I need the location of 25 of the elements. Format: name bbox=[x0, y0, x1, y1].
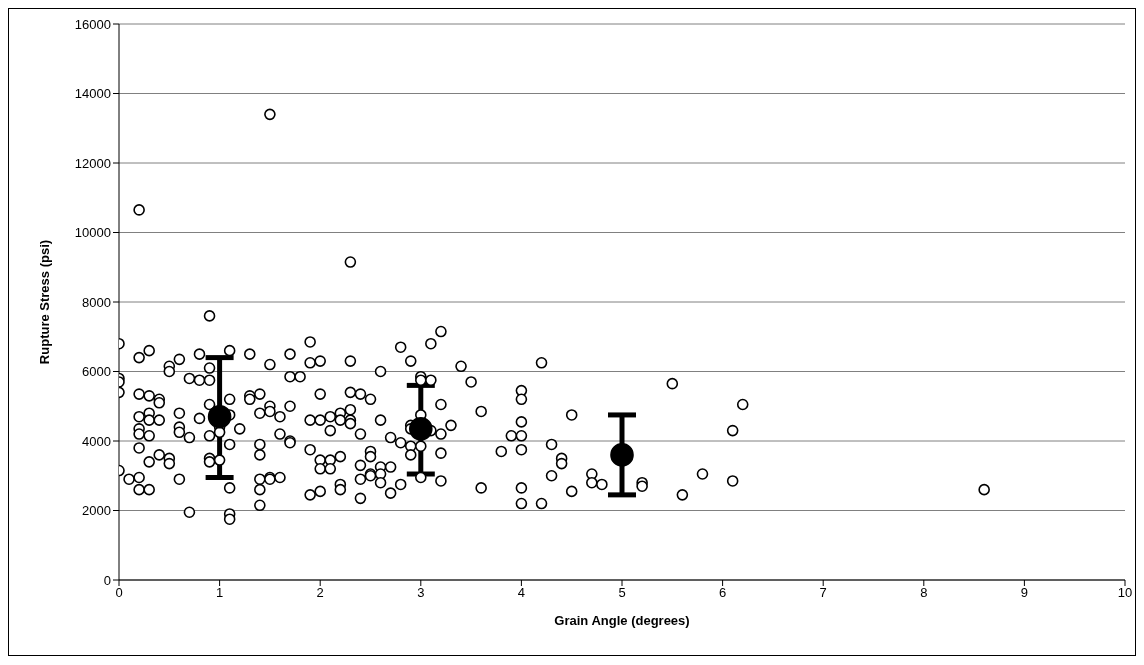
point bbox=[409, 417, 433, 441]
x-tick-label: 1 bbox=[215, 585, 224, 601]
y-tick-label: 14000 bbox=[74, 86, 111, 102]
point bbox=[610, 443, 634, 467]
y-tick-label: 16000 bbox=[74, 16, 111, 32]
x-tick-label: 9 bbox=[1020, 585, 1029, 601]
y-tick-label: 0 bbox=[103, 572, 111, 588]
x-tick-label: 4 bbox=[517, 585, 526, 601]
x-tick-label: 8 bbox=[920, 585, 928, 601]
x-tick-label: 5 bbox=[618, 585, 626, 601]
point bbox=[207, 404, 232, 429]
x-tick-label: 6 bbox=[718, 585, 727, 601]
x-tick-label: 0 bbox=[115, 585, 123, 601]
y-tick-label: 6000 bbox=[82, 364, 111, 380]
x-tick-label: 10 bbox=[1117, 585, 1133, 601]
x-tick-label: 2 bbox=[316, 585, 324, 601]
y-tick-label: 12000 bbox=[74, 155, 111, 171]
y-tick-label: 2000 bbox=[82, 503, 111, 519]
y-tick-label: 8000 bbox=[82, 294, 111, 310]
x-tick-label: 3 bbox=[417, 585, 425, 601]
y-tick-label: 10000 bbox=[74, 225, 111, 241]
x-axis-title: Grain Angle (degrees) bbox=[554, 613, 690, 628]
y-axis-title: Rupture Stress (psi) bbox=[36, 239, 52, 365]
y-tick-label: 4000 bbox=[82, 433, 111, 449]
x-tick-label: 7 bbox=[819, 585, 827, 601]
